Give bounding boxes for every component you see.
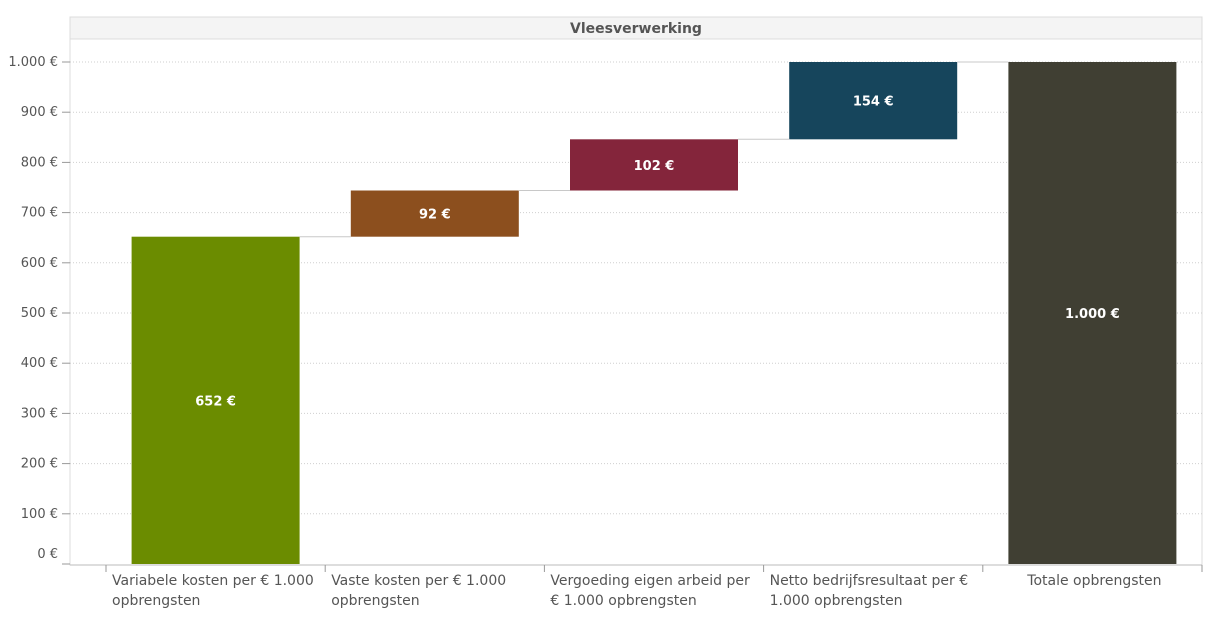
y-tick-label: 300 € — [21, 406, 58, 421]
y-tick-label: 0 € — [37, 547, 58, 562]
y-tick-label: 100 € — [21, 507, 58, 522]
category-label: Totale opbrengsten — [989, 571, 1200, 591]
category-label: Variabele kosten per € 1.000 opbrengsten — [112, 571, 323, 611]
category-label: Netto bedrijfsresultaat per € 1.000 opbre… — [770, 571, 981, 611]
bar-value-label: 154 € — [853, 95, 894, 110]
y-tick-label: 500 € — [21, 306, 58, 321]
y-tick-label: 900 € — [21, 105, 58, 120]
chart-title: Vleesverwerking — [570, 21, 702, 37]
category-label-line: Netto bedrijfsresultaat per € — [769, 573, 969, 589]
bar — [131, 236, 300, 565]
title-strip — [69, 16, 1203, 40]
y-tick-label: 1.000 € — [8, 55, 58, 70]
category-label-line: € 1.000 opbrengsten — [550, 593, 697, 609]
category-label-line: 1.000 opbrengsten — [769, 593, 903, 609]
category-label: Vergoeding eigen arbeid per € 1.000 opbre… — [550, 571, 761, 611]
bar — [350, 190, 519, 237]
y-tick-label: 200 € — [21, 457, 58, 472]
category-label-line: Totale opbrengsten — [1027, 573, 1162, 589]
y-tick-label: 700 € — [21, 206, 58, 221]
bar-value-label: 92 € — [419, 208, 451, 223]
category-label-line: Vaste kosten per € 1.000 — [331, 573, 507, 589]
bar-value-label: 102 € — [634, 159, 675, 174]
bar — [1008, 62, 1177, 564]
category-label-line: opbrengsten — [112, 593, 201, 609]
y-tick-label: 800 € — [21, 155, 58, 170]
bar — [570, 139, 738, 191]
category-label: Vaste kosten per € 1.000 opbrengsten — [331, 571, 542, 611]
y-tick-label: 600 € — [21, 256, 58, 271]
category-label-line: Variabele kosten per € 1.000 — [112, 573, 314, 589]
category-label-line: opbrengsten — [331, 593, 420, 609]
bar-value-label: 1.000 € — [1065, 307, 1120, 322]
category-label-line: Vergoeding eigen arbeid per — [550, 573, 750, 589]
y-tick-label: 400 € — [21, 356, 58, 371]
bar-value-label: 652 € — [195, 394, 236, 409]
bar — [789, 62, 958, 140]
